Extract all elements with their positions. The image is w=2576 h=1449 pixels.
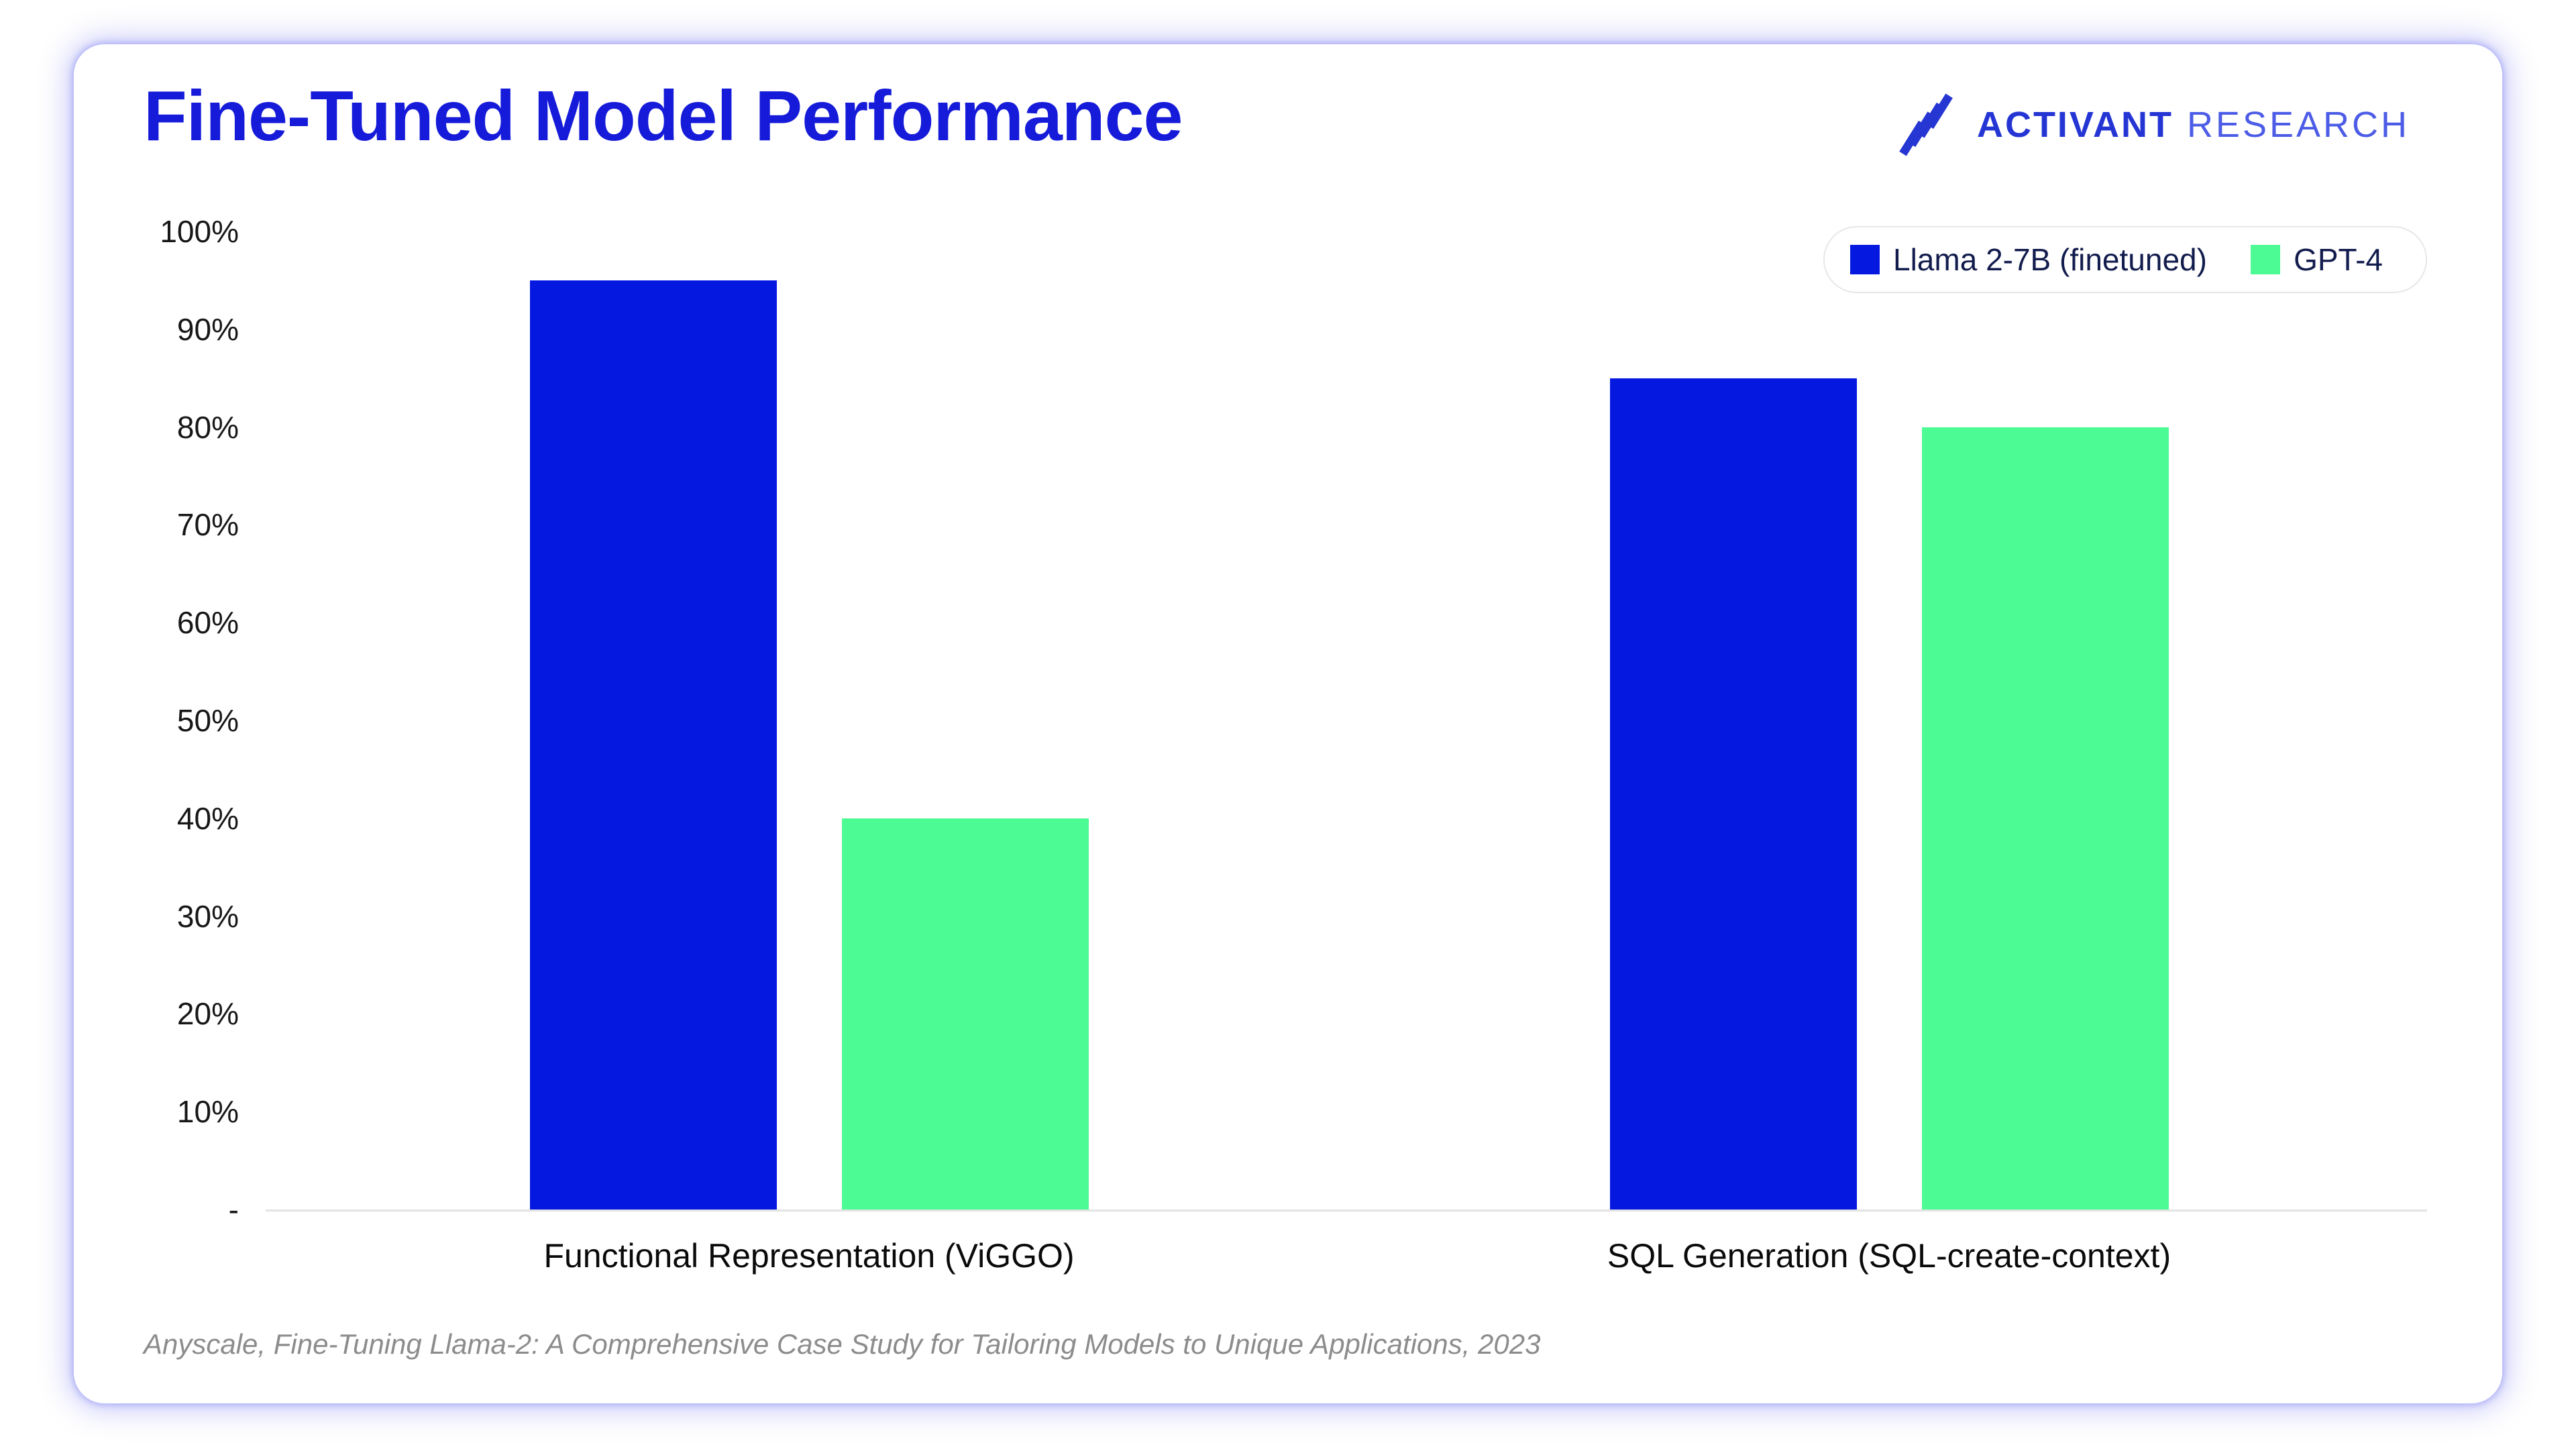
bar-gpt4-group1 bbox=[841, 818, 1089, 1210]
y-tick-20pct: 20% bbox=[176, 996, 239, 1032]
bar-gpt4-group2 bbox=[1921, 427, 2169, 1210]
bar-llama-group1 bbox=[529, 280, 777, 1210]
y-tick-100pct: 100% bbox=[160, 214, 239, 249]
y-tick-50pct: 50% bbox=[176, 703, 239, 738]
legend-label-llama: Llama 2-7B (finetuned) bbox=[1893, 242, 2207, 277]
y-tick-10pct: 10% bbox=[176, 1094, 239, 1130]
chart-legend: Llama 2-7B (finetuned) GPT-4 bbox=[1823, 226, 2427, 293]
logo-text-research: RESEARCH bbox=[2186, 105, 2410, 145]
y-tick-90pct: 90% bbox=[176, 311, 239, 347]
source-citation: Anyscale, Fine-Tuning Llama-2: A Compreh… bbox=[144, 1328, 1541, 1360]
legend-swatch-gpt4 bbox=[2251, 245, 2281, 274]
y-tick-40pct: 40% bbox=[176, 800, 239, 836]
bar-llama-group2 bbox=[1609, 378, 1857, 1210]
y-tick-80pct: 80% bbox=[176, 409, 239, 445]
activant-research-logo: ACTIVANT RESEARCH bbox=[1895, 93, 2410, 157]
x-axis-line bbox=[266, 1210, 2427, 1212]
y-tick-zero: - bbox=[228, 1192, 239, 1227]
activant-slashes-icon bbox=[1899, 93, 1953, 156]
chart-card: Fine-Tuned Model Performance ACTIVANT RE… bbox=[74, 44, 2502, 1403]
x-axis-label-viggo: Functional Representation (ViGGO) bbox=[543, 1237, 1075, 1275]
bar-chart-plot: 100% 90% 80% 70% 60% 50% 40% 30% 20% 10% - Functio… bbox=[74, 44, 2502, 1403]
y-tick-60pct: 60% bbox=[176, 605, 239, 641]
logo-text-activant: ACTIVANT bbox=[1976, 105, 2174, 145]
y-tick-70pct: 70% bbox=[176, 507, 239, 543]
y-tick-30pct: 30% bbox=[176, 898, 239, 934]
x-axis-label-sql: SQL Generation (SQL-create-context) bbox=[1607, 1237, 2171, 1275]
legend-swatch-llama bbox=[1850, 245, 1880, 274]
legend-item-gpt4: GPT-4 bbox=[2251, 241, 2383, 278]
chart-title: Fine-Tuned Model Performance bbox=[144, 76, 1183, 156]
legend-label-gpt4: GPT-4 bbox=[2294, 242, 2383, 277]
legend-item-llama: Llama 2-7B (finetuned) bbox=[1850, 241, 2207, 278]
